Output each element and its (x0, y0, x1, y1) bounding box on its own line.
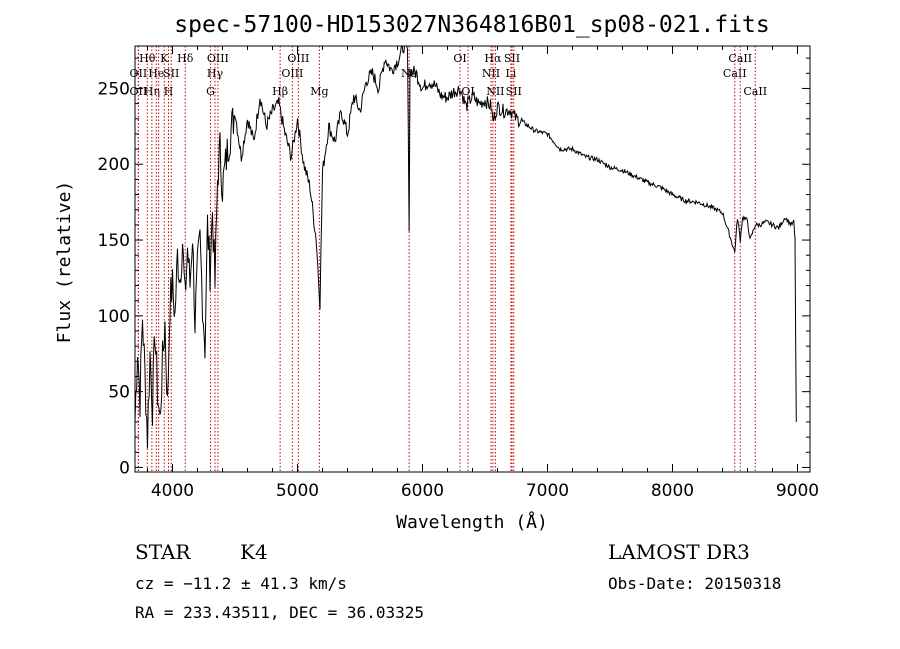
redshift-text: cz = −11.2 ± 41.3 km/s (135, 574, 347, 593)
line-marker-label: CaII (728, 52, 752, 65)
y-tick-label: 0 (119, 458, 130, 478)
line-marker-label: SII (163, 67, 179, 80)
line-marker-label: He (148, 67, 164, 80)
y-tick-label: 100 (98, 307, 130, 327)
x-tick-label: 6000 (401, 481, 444, 501)
coordinates-text: RA = 233.43511, DEC = 36.03325 (135, 603, 424, 622)
line-marker-label: Hα (484, 52, 502, 65)
line-marker-label: Hγ (207, 67, 224, 80)
survey-name: LAMOST DR3 (608, 540, 750, 564)
line-marker-label: NII (486, 85, 504, 98)
line-marker-label: OI (453, 52, 466, 65)
y-tick-label: 150 (98, 231, 130, 251)
line-marker-label: Hη (144, 85, 160, 98)
line-markers: OIIOIIHθHηHeKHSIIHδGHγOIIIHβOIIIOIIIMgNa… (130, 46, 767, 472)
line-marker-label: Mg (310, 85, 328, 98)
object-class: STAR (135, 540, 191, 564)
line-marker-label: Hδ (177, 52, 194, 65)
line-marker-label: Hβ (272, 85, 288, 98)
x-tick-label: 7000 (526, 481, 569, 501)
x-axis-label: Wavelength (Å) (396, 511, 548, 533)
line-marker-label: SII (506, 85, 522, 98)
line-marker-label: G (206, 85, 215, 98)
line-marker-label: OIII (281, 67, 303, 80)
axis-ticks: 4000 5000 6000 7000 8000 9000 0 50 100 150 200 250 (98, 46, 819, 501)
x-tick-label: 5000 (276, 481, 319, 501)
line-marker-label: CaII (723, 67, 747, 80)
line-marker-label: SII (504, 52, 520, 65)
line-marker-label: CaII (743, 85, 767, 98)
line-marker-label: K (160, 52, 169, 65)
line-marker-label: OIII (207, 52, 229, 65)
spectrum-series (134, 45, 797, 449)
spectrum-line (134, 45, 797, 449)
y-tick-label: 250 (98, 79, 130, 99)
y-axis-label: Flux (relative) (54, 181, 75, 344)
line-marker-label: Li (505, 67, 516, 80)
line-marker-label: H (164, 85, 174, 98)
obs-date: Obs-Date: 20150318 (608, 574, 782, 593)
object-subclass: K4 (240, 540, 268, 564)
y-tick-label: 50 (108, 383, 130, 403)
x-tick-label: 8000 (651, 481, 694, 501)
line-marker-label: OIII (287, 52, 309, 65)
chart-title: spec-57100-HD153027N364816B01_sp08-021.f… (174, 12, 769, 38)
line-marker-label: Hθ (139, 52, 156, 65)
line-marker-label: NII (482, 67, 500, 80)
y-tick-label: 200 (98, 155, 130, 175)
x-tick-label: 4000 (151, 481, 194, 501)
line-marker-label: OI (461, 85, 474, 98)
x-tick-label: 9000 (776, 481, 819, 501)
plot-frame (134, 45, 811, 473)
